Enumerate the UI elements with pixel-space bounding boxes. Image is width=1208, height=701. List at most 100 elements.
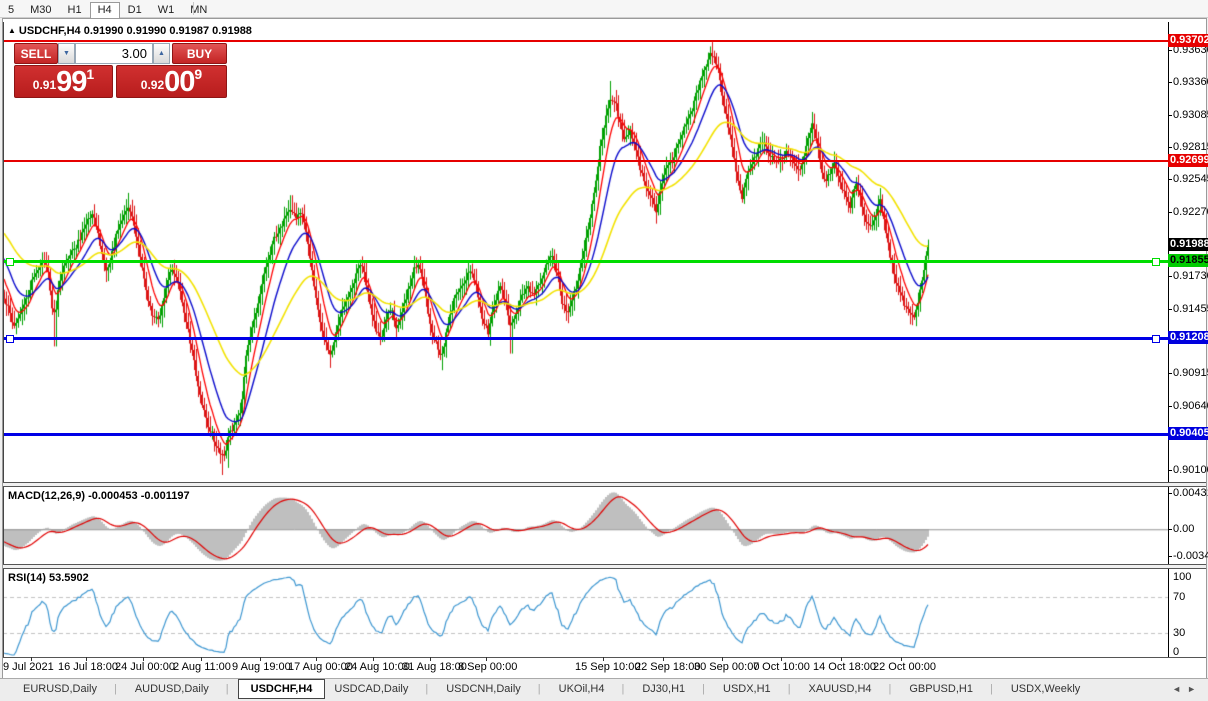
price-axis-label: 0.92545 xyxy=(1173,173,1208,186)
horizontal-level-line[interactable] xyxy=(4,433,1168,436)
chart-tab-list: EURUSD,DailyAUDUSD,DailyUSDCHF,H4USDCAD,… xyxy=(14,679,1089,699)
timeframe-button[interactable]: 5 xyxy=(8,4,15,16)
chart-tab[interactable]: USDCNH,Daily xyxy=(437,679,549,698)
sell-price-panel[interactable]: 0.91991 xyxy=(14,65,113,98)
price-axis-label: 0.91455 xyxy=(1173,302,1208,315)
line-drag-handle[interactable] xyxy=(6,335,14,343)
horizontal-level-line[interactable] xyxy=(4,40,1168,42)
chart-tab[interactable]: USDX,H1 xyxy=(714,679,800,698)
chart-tab[interactable]: AUDUSD,Daily xyxy=(126,679,238,698)
rsi-value: 53.5902 xyxy=(48,572,89,584)
pane-bottom-border xyxy=(3,657,1206,658)
chart-tab[interactable]: USDX,Weekly xyxy=(1010,683,1081,695)
horizontal-level-line[interactable] xyxy=(4,160,1168,162)
buy-price-big: 00 xyxy=(164,66,195,98)
volume-input[interactable] xyxy=(75,43,153,64)
date-axis-label: 15 Sep 10:00 xyxy=(575,661,641,673)
pane-separator[interactable] xyxy=(3,482,1206,487)
price-axis-label: 0.93085 xyxy=(1173,108,1208,121)
horizontal-level-line[interactable] xyxy=(4,260,1168,263)
price-level-badge: 0.92699 xyxy=(1168,154,1208,167)
chart-tab[interactable]: XAUUSD,H4 xyxy=(800,679,901,698)
chart-tab[interactable]: GBPUSD,H1 xyxy=(900,679,1001,698)
axis-tick xyxy=(1168,82,1172,83)
chart-ohlc-header: ▲ USDCHF,H4 0.91990 0.91990 0.91987 0.919… xyxy=(8,25,252,37)
timeframe-button[interactable]: D1 xyxy=(127,4,142,16)
line-drag-handle[interactable] xyxy=(1152,335,1160,343)
chart-tab[interactable]: DJ30,H1 xyxy=(633,679,714,698)
collapse-icon[interactable]: ▲ xyxy=(8,26,16,35)
pane-left-border xyxy=(3,22,4,657)
date-axis-label: 24 Aug 10:00 xyxy=(345,661,410,673)
axis-tick xyxy=(1168,276,1172,277)
axis-tick xyxy=(1168,373,1172,374)
rsi-indicator-pane[interactable] xyxy=(3,569,1168,657)
price-axis-label: 0.92815 xyxy=(1173,141,1208,154)
sell-price-sup: 1 xyxy=(86,66,95,82)
date-axis-tick xyxy=(143,657,144,661)
sell-price-big: 99 xyxy=(56,66,87,98)
macd-indicator-pane[interactable] xyxy=(3,487,1168,564)
axis-tick xyxy=(1168,470,1172,471)
timeframe-button[interactable]: W1 xyxy=(157,4,175,16)
chart-tab[interactable]: UKOil,H4 xyxy=(550,679,634,698)
timeframe-button-list: 5 M30 H1 H4 D1 W1 MN xyxy=(0,0,215,19)
price-level-badge: 0.91855 xyxy=(1168,254,1208,267)
chart-tab[interactable]: EURUSD,Daily xyxy=(14,679,126,698)
pane-separator[interactable] xyxy=(3,564,1206,569)
ohlc-readout: USDCHF,H4 0.91990 0.91990 0.91987 0.9198… xyxy=(18,25,252,37)
timeframe-button[interactable]: H4 xyxy=(89,2,120,19)
date-axis-tick xyxy=(901,657,902,661)
date-axis-tick xyxy=(31,657,32,661)
tab-scroll-left-icon[interactable]: ◄ xyxy=(1172,684,1188,694)
rsi-axis-label: 0 xyxy=(1173,646,1180,658)
timeframe-button[interactable]: MN xyxy=(190,4,208,16)
axis-tick xyxy=(1168,493,1172,494)
tab-scroll-right-icon[interactable]: ► xyxy=(1187,684,1202,694)
buy-price-panel[interactable]: 0.92009 xyxy=(116,65,227,98)
rsi-axis-label: 70 xyxy=(1173,591,1186,603)
date-axis-tick xyxy=(722,657,723,661)
line-drag-handle[interactable] xyxy=(1152,258,1160,266)
tab-scroll-arrows: ◄► xyxy=(1172,684,1202,694)
macd-label-row: MACD(12,26,9) -0.000453 -0.001197 xyxy=(8,490,190,502)
timeframe-button[interactable]: H1 xyxy=(67,4,82,16)
sell-button[interactable]: SELL xyxy=(14,43,58,64)
rsi-label-row: RSI(14) 53.5902 xyxy=(8,572,89,584)
date-axis-tick xyxy=(373,657,374,661)
price-axis-label: 0.90915 xyxy=(1173,367,1208,380)
current-price-badge: 0.91988 xyxy=(1168,238,1208,251)
horizontal-level-line[interactable] xyxy=(4,337,1168,340)
volume-increase-button[interactable]: ▲ xyxy=(153,43,170,64)
date-axis-label: 22 Oct 00:00 xyxy=(873,661,936,673)
chart-tab[interactable]: USDCHF,H4 xyxy=(237,679,326,699)
price-level-badge: 0.90405 xyxy=(1168,427,1208,440)
date-axis-tick xyxy=(841,657,842,661)
date-axis-tick xyxy=(260,657,261,661)
buy-button[interactable]: BUY xyxy=(172,43,227,64)
rsi-name: RSI(14) xyxy=(8,572,46,584)
timeframe-button[interactable]: M30 xyxy=(30,4,52,16)
date-axis-label: 14 Oct 18:00 xyxy=(813,661,876,673)
volume-decrease-button[interactable]: ▼ xyxy=(58,43,75,64)
date-axis-label: 31 Aug 18:00 xyxy=(402,661,467,673)
axis-tick xyxy=(1168,309,1172,310)
date-axis-label: 8 Sep 00:00 xyxy=(458,661,518,673)
line-drag-handle[interactable] xyxy=(6,258,14,266)
buy-price-small: 0.92 xyxy=(140,78,165,92)
main-price-chart[interactable] xyxy=(3,22,1168,482)
chart-tab[interactable]: USDCAD,Daily xyxy=(325,679,437,698)
date-axis-label: 16 Jul 18:00 xyxy=(58,661,118,673)
toolbar-separator xyxy=(193,2,194,15)
timeframe-toolbar: 5 M30 H1 H4 D1 W1 MN xyxy=(0,0,1208,19)
rsi-axis-label: 100 xyxy=(1173,571,1192,583)
axis-tick xyxy=(1168,556,1172,557)
date-axis-tick xyxy=(316,657,317,661)
axis-tick xyxy=(1168,50,1172,51)
